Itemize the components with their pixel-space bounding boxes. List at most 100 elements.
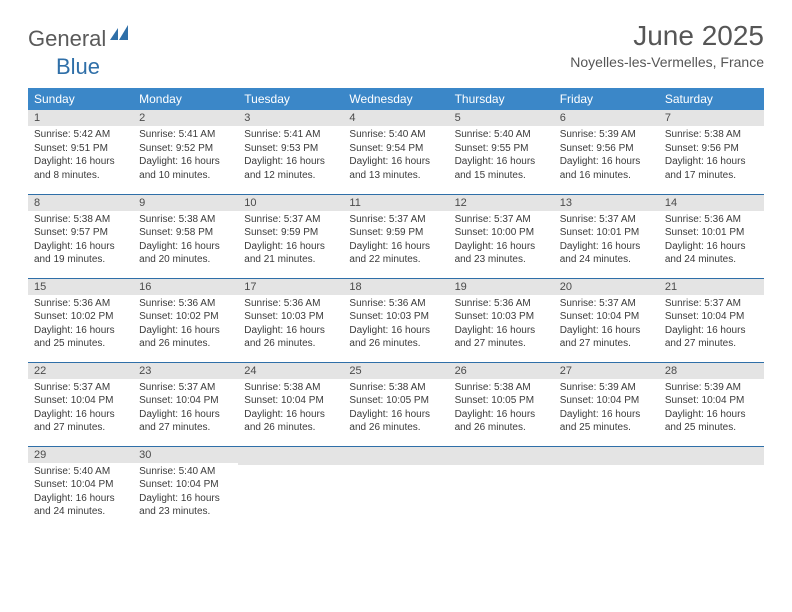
- day-line: and 20 minutes.: [139, 253, 232, 267]
- day-number: 14: [659, 195, 764, 211]
- calendar-day-cell: 17Sunrise: 5:36 AMSunset: 10:03 PMDaylig…: [238, 278, 343, 362]
- day-line: Sunrise: 5:36 AM: [665, 213, 758, 227]
- day-content: Sunrise: 5:36 AMSunset: 10:02 PMDaylight…: [28, 295, 133, 355]
- calendar-table: Sunday Monday Tuesday Wednesday Thursday…: [28, 88, 764, 530]
- day-line: and 17 minutes.: [665, 169, 758, 183]
- day-line: and 27 minutes.: [139, 421, 232, 435]
- day-line: and 25 minutes.: [560, 421, 653, 435]
- day-content: Sunrise: 5:36 AMSunset: 10:03 PMDaylight…: [238, 295, 343, 355]
- weekday-header: Saturday: [659, 88, 764, 110]
- day-number: 1: [28, 110, 133, 126]
- calendar-day-cell: 1Sunrise: 5:42 AMSunset: 9:51 PMDaylight…: [28, 110, 133, 194]
- day-line: Daylight: 16 hours: [244, 240, 337, 254]
- day-line: Sunrise: 5:36 AM: [349, 297, 442, 311]
- day-number: [659, 447, 764, 465]
- day-line: Sunset: 10:01 PM: [665, 226, 758, 240]
- day-line: Daylight: 16 hours: [34, 492, 127, 506]
- logo-text-general: General: [28, 26, 106, 52]
- calendar-day-cell: 28Sunrise: 5:39 AMSunset: 10:04 PMDaylig…: [659, 362, 764, 446]
- calendar-day-cell: 2Sunrise: 5:41 AMSunset: 9:52 PMDaylight…: [133, 110, 238, 194]
- day-line: and 27 minutes.: [455, 337, 548, 351]
- day-line: Daylight: 16 hours: [139, 492, 232, 506]
- day-line: Daylight: 16 hours: [455, 155, 548, 169]
- day-number: 21: [659, 279, 764, 295]
- day-line: Daylight: 16 hours: [34, 155, 127, 169]
- day-line: and 26 minutes.: [455, 421, 548, 435]
- calendar-day-cell: 5Sunrise: 5:40 AMSunset: 9:55 PMDaylight…: [449, 110, 554, 194]
- day-line: Daylight: 16 hours: [665, 408, 758, 422]
- calendar-page: General June 2025 Noyelles-les-Vermelles…: [0, 0, 792, 550]
- calendar-day-cell: 26Sunrise: 5:38 AMSunset: 10:05 PMDaylig…: [449, 362, 554, 446]
- day-number: 12: [449, 195, 554, 211]
- calendar-week-row: 22Sunrise: 5:37 AMSunset: 10:04 PMDaylig…: [28, 362, 764, 446]
- day-line: Sunrise: 5:37 AM: [560, 297, 653, 311]
- calendar-day-cell: 6Sunrise: 5:39 AMSunset: 9:56 PMDaylight…: [554, 110, 659, 194]
- day-line: Daylight: 16 hours: [560, 408, 653, 422]
- day-line: and 16 minutes.: [560, 169, 653, 183]
- day-number: 15: [28, 279, 133, 295]
- day-content: Sunrise: 5:38 AMSunset: 10:05 PMDaylight…: [449, 379, 554, 439]
- day-line: Daylight: 16 hours: [349, 240, 442, 254]
- day-line: Sunrise: 5:37 AM: [455, 213, 548, 227]
- day-line: and 27 minutes.: [34, 421, 127, 435]
- calendar-day-cell: 30Sunrise: 5:40 AMSunset: 10:04 PMDaylig…: [133, 446, 238, 530]
- calendar-week-row: 8Sunrise: 5:38 AMSunset: 9:57 PMDaylight…: [28, 194, 764, 278]
- day-number: 27: [554, 363, 659, 379]
- calendar-day-cell: 11Sunrise: 5:37 AMSunset: 9:59 PMDayligh…: [343, 194, 448, 278]
- day-number: 24: [238, 363, 343, 379]
- weekday-header: Friday: [554, 88, 659, 110]
- day-line: Sunset: 10:05 PM: [455, 394, 548, 408]
- day-line: Daylight: 16 hours: [244, 155, 337, 169]
- weekday-header: Sunday: [28, 88, 133, 110]
- day-line: Sunrise: 5:38 AM: [455, 381, 548, 395]
- day-number: 29: [28, 447, 133, 463]
- day-content: Sunrise: 5:38 AMSunset: 10:05 PMDaylight…: [343, 379, 448, 439]
- day-content: Sunrise: 5:38 AMSunset: 10:04 PMDaylight…: [238, 379, 343, 439]
- day-line: Sunset: 10:04 PM: [139, 394, 232, 408]
- day-content: Sunrise: 5:37 AMSunset: 10:04 PMDaylight…: [28, 379, 133, 439]
- day-line: and 24 minutes.: [34, 505, 127, 519]
- day-line: Daylight: 16 hours: [139, 240, 232, 254]
- day-line: Sunrise: 5:40 AM: [349, 128, 442, 142]
- day-line: Daylight: 16 hours: [139, 324, 232, 338]
- day-line: Daylight: 16 hours: [665, 240, 758, 254]
- day-line: and 26 minutes.: [244, 337, 337, 351]
- day-line: Sunset: 9:55 PM: [455, 142, 548, 156]
- day-number: 18: [343, 279, 448, 295]
- day-line: Sunrise: 5:39 AM: [560, 381, 653, 395]
- logo-flag-icon: [110, 24, 132, 45]
- day-content: Sunrise: 5:36 AMSunset: 10:03 PMDaylight…: [343, 295, 448, 355]
- calendar-day-cell: 8Sunrise: 5:38 AMSunset: 9:57 PMDaylight…: [28, 194, 133, 278]
- calendar-day-cell: 12Sunrise: 5:37 AMSunset: 10:00 PMDaylig…: [449, 194, 554, 278]
- day-line: Sunset: 9:56 PM: [665, 142, 758, 156]
- day-number: 22: [28, 363, 133, 379]
- calendar-day-cell: 18Sunrise: 5:36 AMSunset: 10:03 PMDaylig…: [343, 278, 448, 362]
- day-line: Daylight: 16 hours: [139, 155, 232, 169]
- day-line: Sunset: 10:03 PM: [244, 310, 337, 324]
- calendar-day-cell: 25Sunrise: 5:38 AMSunset: 10:05 PMDaylig…: [343, 362, 448, 446]
- day-number: [238, 447, 343, 465]
- day-number: 16: [133, 279, 238, 295]
- day-line: Sunrise: 5:39 AM: [665, 381, 758, 395]
- day-line: Sunrise: 5:36 AM: [34, 297, 127, 311]
- calendar-day-cell: 7Sunrise: 5:38 AMSunset: 9:56 PMDaylight…: [659, 110, 764, 194]
- day-content: Sunrise: 5:40 AMSunset: 10:04 PMDaylight…: [28, 463, 133, 523]
- day-content: Sunrise: 5:40 AMSunset: 10:04 PMDaylight…: [133, 463, 238, 523]
- day-line: Sunset: 10:03 PM: [349, 310, 442, 324]
- day-line: and 22 minutes.: [349, 253, 442, 267]
- day-number: 6: [554, 110, 659, 126]
- day-line: and 27 minutes.: [560, 337, 653, 351]
- day-content: Sunrise: 5:38 AMSunset: 9:57 PMDaylight:…: [28, 211, 133, 271]
- day-number: 30: [133, 447, 238, 463]
- logo: General: [28, 26, 134, 52]
- day-line: Sunset: 10:02 PM: [139, 310, 232, 324]
- day-line: Sunrise: 5:37 AM: [665, 297, 758, 311]
- day-line: Daylight: 16 hours: [455, 240, 548, 254]
- day-line: Daylight: 16 hours: [349, 324, 442, 338]
- day-number: 10: [238, 195, 343, 211]
- day-line: Daylight: 16 hours: [665, 155, 758, 169]
- day-line: and 12 minutes.: [244, 169, 337, 183]
- day-line: Sunset: 10:01 PM: [560, 226, 653, 240]
- day-line: Sunset: 10:04 PM: [139, 478, 232, 492]
- day-content: Sunrise: 5:42 AMSunset: 9:51 PMDaylight:…: [28, 126, 133, 186]
